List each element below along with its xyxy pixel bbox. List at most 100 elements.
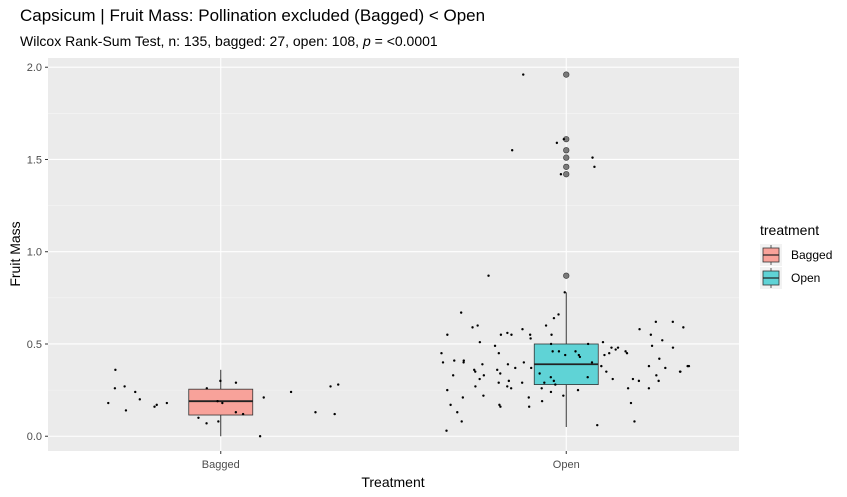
data-point <box>499 333 503 336</box>
data-point <box>449 403 452 407</box>
data-point <box>123 385 126 388</box>
data-point <box>482 394 485 397</box>
data-point <box>234 381 238 384</box>
data-point <box>510 149 514 152</box>
data-point <box>538 372 541 375</box>
data-point <box>234 411 238 414</box>
data-point <box>441 361 445 364</box>
data-point <box>446 388 449 392</box>
data-point <box>555 141 559 145</box>
data-point <box>446 333 449 336</box>
data-point <box>576 388 580 392</box>
data-point <box>521 328 524 331</box>
data-point <box>586 342 590 346</box>
data-point <box>577 353 581 357</box>
data-point <box>453 359 456 362</box>
data-point <box>510 333 513 336</box>
data-point <box>258 435 262 438</box>
data-point <box>134 390 137 394</box>
data-point <box>658 357 661 360</box>
data-point <box>552 379 556 383</box>
data-point <box>610 346 613 349</box>
data-point <box>221 401 224 405</box>
data-point <box>616 346 620 349</box>
data-point <box>506 331 509 335</box>
data-point <box>482 374 486 377</box>
data-point <box>614 348 617 351</box>
data-point <box>509 387 513 390</box>
data-point <box>107 401 110 405</box>
data-point <box>671 320 675 324</box>
data-point <box>473 368 476 372</box>
data-point <box>562 394 565 397</box>
data-point <box>655 374 658 377</box>
data-point <box>657 379 660 383</box>
data-point <box>638 328 641 331</box>
box-bagged <box>188 369 254 437</box>
data-point <box>155 403 158 407</box>
data-point <box>544 324 548 327</box>
data-point <box>586 375 589 379</box>
data-point <box>527 405 531 408</box>
outlier-point <box>563 163 570 170</box>
data-point <box>562 137 566 141</box>
data-point <box>445 429 448 432</box>
data-point <box>603 353 606 357</box>
y-tick-label: 0.5 <box>27 339 42 351</box>
outlier-point <box>563 171 570 178</box>
chart-subtitle: Wilcox Rank-Sum Test, n: 135, bagged: 27… <box>20 33 438 49</box>
data-point <box>474 370 477 373</box>
data-point <box>456 411 459 414</box>
data-point <box>440 352 443 355</box>
data-point <box>557 350 561 353</box>
data-point <box>520 381 524 384</box>
data-point <box>496 368 499 372</box>
data-point <box>471 326 474 329</box>
data-point <box>497 352 501 355</box>
data-point <box>241 412 245 416</box>
data-point <box>596 423 599 427</box>
data-point <box>476 324 479 327</box>
legend-entry-open: Open <box>760 267 820 289</box>
boxes <box>188 71 599 437</box>
data-point <box>559 173 563 176</box>
data-point <box>647 364 651 368</box>
y-tick-label: 1.0 <box>27 247 42 259</box>
data-point <box>205 387 209 390</box>
data-point <box>543 381 546 384</box>
x-axis: Bagged Open <box>202 451 580 471</box>
data-point <box>506 385 509 388</box>
data-point <box>611 377 614 381</box>
data-point <box>633 420 636 423</box>
data-point <box>664 366 667 370</box>
data-point <box>550 333 553 336</box>
data-point <box>578 355 582 359</box>
outlier-point <box>563 154 570 161</box>
legend: treatment Bagged Open <box>760 222 832 289</box>
data-point <box>600 364 603 368</box>
data-point <box>522 73 525 76</box>
y-axis: 0.0 0.5 1.0 1.5 2.0 <box>27 62 48 443</box>
data-point <box>529 366 533 370</box>
data-point <box>661 339 664 342</box>
data-point <box>493 344 497 348</box>
data-point <box>337 383 340 386</box>
data-point <box>498 403 501 407</box>
data-point <box>197 416 200 419</box>
data-point <box>625 352 629 355</box>
data-point <box>514 366 517 370</box>
data-point <box>153 405 156 408</box>
box-iqr <box>188 388 254 416</box>
data-point <box>459 311 463 314</box>
data-point <box>549 375 553 379</box>
data-point <box>637 379 641 383</box>
legend-label: Open <box>791 271 820 285</box>
data-point <box>507 379 511 383</box>
data-point <box>687 364 691 368</box>
data-point <box>552 316 556 320</box>
data-point <box>649 333 653 336</box>
data-point <box>631 377 635 381</box>
data-point <box>474 385 477 388</box>
data-point <box>481 363 484 366</box>
